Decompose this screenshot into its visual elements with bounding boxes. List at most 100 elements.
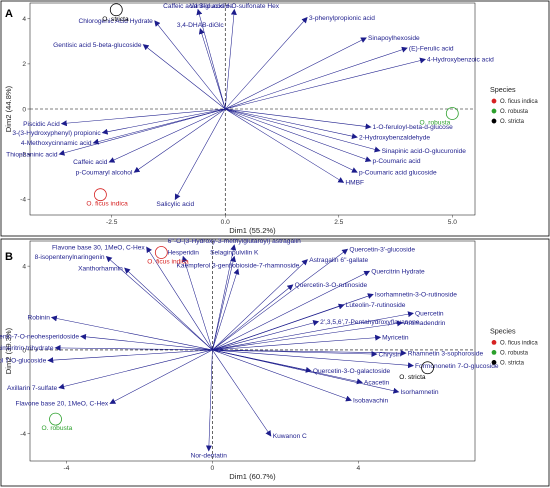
panel-b-loading-label: Robinin (28, 315, 51, 322)
panel-a-arrow-sinapinic-acid-o-glucuronide (225, 108, 381, 153)
panel-b-legend-swatch-o-ficus-indica (491, 340, 497, 345)
panel-b-arrow-quercetin-3-glucoside (212, 248, 349, 351)
panel-a-loading-label: p-Coumaric acid (373, 158, 421, 165)
panel-b-frame (0, 238, 550, 487)
panel-a-arrow-p-coumaric-acid (225, 108, 372, 163)
panel-b-loading-label: Isobavachin (353, 397, 389, 404)
panel-a-group-label: O. robusta (419, 120, 450, 127)
panel-a-arrow-salicylic-acid (174, 108, 226, 201)
panel-b-loading-label: Flavone base 30, 1MeO, C-Hex (52, 244, 145, 251)
panel-a-loading-label: 3,4-DHAB-diGlc (177, 22, 225, 29)
panel-a-arrow-4-hydroxybenzoic-acid (225, 57, 427, 110)
panel-a-loading-label: Piscidic Acid (23, 121, 60, 128)
panel-a-loading-label: Vanillic acid + O-sulfonate Hex (190, 3, 280, 10)
panel-b-legend-label: O. robusta (500, 350, 529, 356)
panel-b-loading-label: Astragalin 6''-gallate (309, 257, 368, 264)
panel-b-loading-label: Formononetin 7-O-glucoside (415, 363, 499, 370)
panel-b-loading-label: Luteolin-7-rutinoside (346, 302, 406, 309)
panel-b-loading-label: Axillarin 7-sulfate (7, 385, 58, 392)
panel-a-legend-swatch-o-robusta (491, 108, 497, 114)
panel-b-plot-area (29, 240, 476, 462)
panel-a-loading-label: Gentisic acid 5-beta-glucoside (53, 42, 142, 49)
panel-a-legend-label: O. robusta (500, 109, 529, 115)
panel-a-loading-label: Caffeic acid 3-glucoside (163, 3, 233, 10)
panel-a-loading-label: 1-O-feruloyl-beta-d-glucose (373, 124, 454, 131)
panel-a-arrow-caffeic-acid-3-glucoside (196, 8, 226, 110)
panel-a-y-tick-label: -2 (20, 151, 26, 158)
panel-b-arrow-kuwanon-c (212, 349, 272, 437)
panel-b-group-label: O. stricta (399, 374, 426, 381)
panel-b-legend-swatch-o-robusta (491, 350, 497, 355)
panel-b-arrow-2-3-5-6-7-pentahydroxyflavanone (212, 320, 320, 351)
panel-a-arrow-vanillic-acid-o-sulfonate-hex (224, 8, 237, 110)
panel-a-x-tick-label: -2.5 (106, 219, 118, 226)
panel-b-legend-title: Species (490, 326, 516, 335)
panel-a-arrow-thiophaninic-acid (58, 108, 226, 156)
panel-a-arrow-hmbf (225, 108, 345, 183)
panel-b-arrow-quercimeritrin-trihydrate (54, 344, 213, 351)
panel-a-group-ellipse-o-ficus-indica (93, 188, 107, 202)
panel-a-loading-label: Sinapinic acid-O-glucuronide (382, 148, 467, 155)
panel-b-arrow-isobavachin (212, 349, 352, 402)
panel-b-arrow-hesperidin (181, 255, 213, 351)
panel-a-legend-title: Species (490, 85, 516, 94)
panel-b-x-tick-label: 4 (356, 465, 360, 472)
panel-b-arrow-quercetin (212, 311, 414, 351)
panel-b-loading-label: Isorhamnetin (400, 389, 438, 396)
panel-a-arrow-chlorogenic-acid-hydrate (154, 20, 226, 110)
panel-a-loading-label: Caffeic acid (73, 159, 108, 166)
panel-b-y-axis-title: Dim2 (39.3%) (4, 327, 13, 374)
panel-a-loading-label: (E)-Ferulic acid (409, 45, 454, 52)
panel-a-arrow-3-phenylpropionic-acid (225, 16, 308, 110)
panel-a-letter: A (5, 8, 13, 20)
panel-b-arrow-rhamnetin-3-sophoroside (212, 349, 407, 357)
panel-b-loading-label: Xanthorhamnin (78, 265, 123, 272)
panel-b-x-axis-title: Dim1 (60.7%) (229, 472, 276, 481)
panel-b-arrow-quercetin-3-o-rutinoside (212, 284, 294, 351)
panel-a-group-label: O. ficus indica (86, 201, 128, 208)
panel-a-loading-label: 3-(3-Hydroxyphenyl) propionic (12, 130, 101, 137)
panel-b-loading-label: 8-isopentenylnaringenin (35, 254, 105, 261)
panel-b-x-tick-label: -4 (64, 465, 70, 472)
panel-a-loading-label: 3-phenylpropionic acid (309, 15, 375, 22)
panel-b-loading-label: Quercetin-3'-glucoside (349, 247, 415, 254)
panel-b-arrow-flavone-base-20-1meo-c-hex (109, 349, 213, 404)
panel-a-arrow-p-coumaric-acid-glucoside (225, 108, 358, 173)
panel-a-loading-label: 4-Methoxycinnamic acid (21, 140, 92, 147)
panel-a-loading-label: Chlorogenic Acid Hydrate (78, 18, 153, 25)
panel-a-loading-label: Salicylic acid (156, 201, 194, 208)
panel-b-loading-label: Aromadendrin (404, 320, 446, 327)
panel-b-group-label: O. ficus indica (147, 259, 189, 266)
panel-b-loading-label: Kaempferol 3-gentiobioside-7-rhamnoside (177, 262, 300, 269)
panel-a-loading-label: 2-Hydroxybenzaldehyde (359, 134, 430, 141)
panel-b-y-tick-label: -4 (20, 431, 26, 438)
panel-a-y-tick-label: 0 (22, 106, 26, 113)
panel-b-group-ellipse-o-robusta (49, 412, 62, 426)
panel-a-loading-label: HMBF (345, 179, 364, 186)
panel-a-loading-label: 4-Hydroxybenzoic acid (427, 57, 494, 64)
panel-b-arrow-astragalin-6-gallate (212, 259, 308, 351)
panel-b-letter: B (5, 251, 13, 263)
panel-a-loading-label: p-Coumaryl alcohol (76, 169, 133, 176)
panel-a-arrow-3-3-hydroxyphenyl-propionic (101, 108, 226, 135)
panel-a-frame (0, 0, 550, 237)
panel-b-x-tick-label: 0 (211, 465, 215, 472)
panel-a-legend-swatch-o-stricta (491, 118, 497, 124)
panel-a-legend-label: O. ficus indica (500, 99, 538, 105)
panel-b-legend-label: O. stricta (500, 360, 525, 366)
panel-b-loading-label: Quercetin (415, 310, 444, 317)
panel-b-arrow-nor-dentatin (205, 349, 213, 452)
panel-a-arrow-2-hydroxybenzaldehyde (225, 108, 358, 140)
panel-b-arrow-quercitrin-hydrate (212, 270, 371, 351)
panel-b-arrow-flavone-base-30-1meo-c-hex (146, 246, 213, 351)
panel-a-x-tick-label: 5.0 (448, 219, 457, 226)
panel-b-loading-label: Quercimeritrin trihydrate (0, 345, 54, 352)
panel-b-legend-label: O. ficus indica (500, 340, 538, 346)
panel-b-loading-label: Quercetin-3-O-rutinoside (295, 282, 368, 289)
panel-b-arrow-xanthorhamnin (124, 267, 213, 351)
panel-a-y-axis-title: Dim2 (44.8%) (4, 85, 13, 132)
panel-b-loading-label: 6''-O-(3-Hydroxy-3-methylglutaroyl) astr… (168, 238, 301, 245)
panel-a-arrow-p-coumaryl-alcohol (133, 108, 226, 173)
panel-b-loading-label: Selaginpulvilin K (210, 250, 259, 257)
